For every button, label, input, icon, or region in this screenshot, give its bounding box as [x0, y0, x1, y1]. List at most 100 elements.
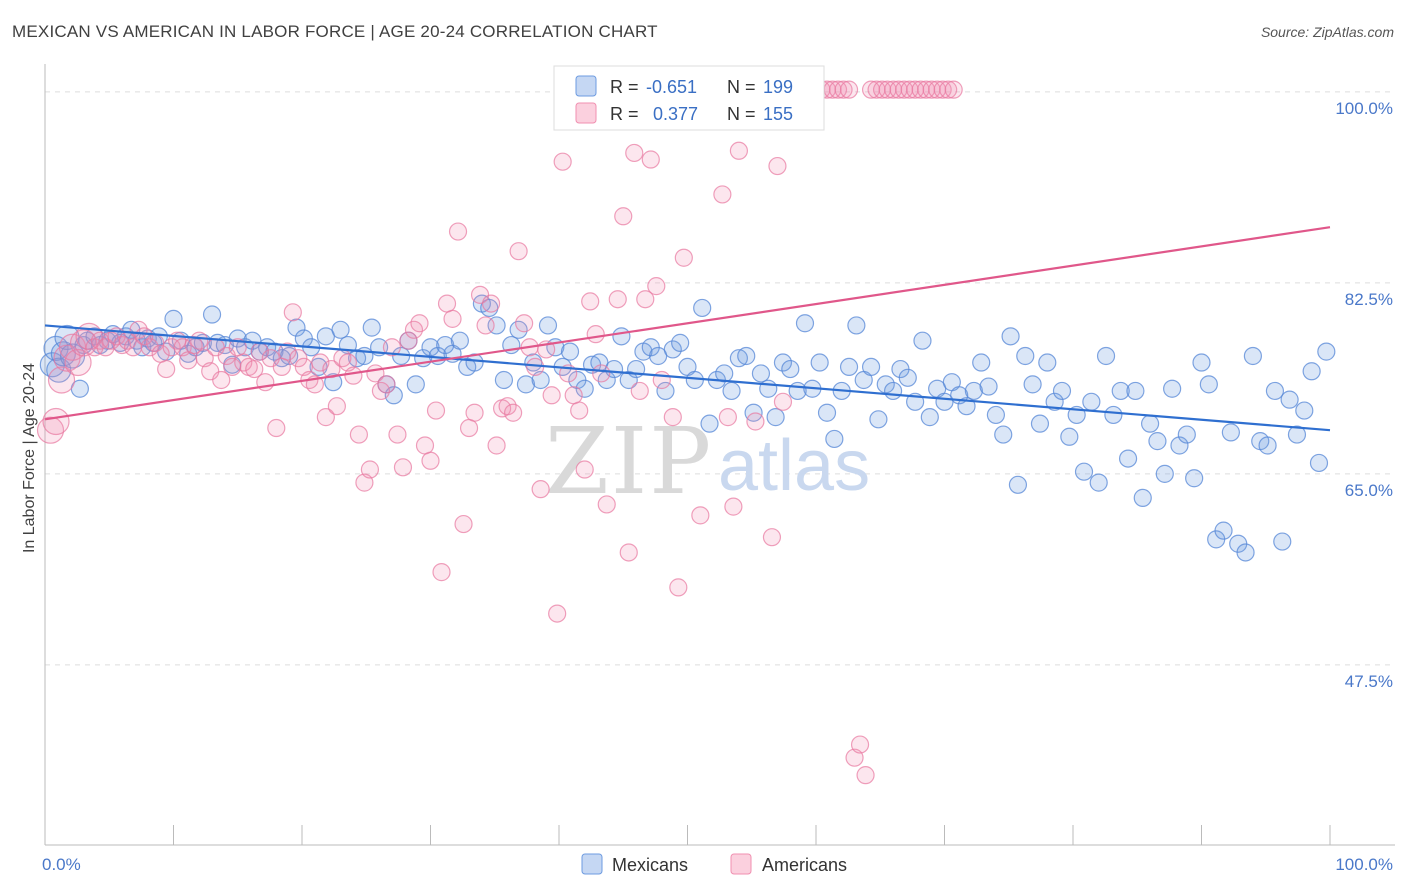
- americans-point: [570, 401, 589, 420]
- x-tick-label: 0.0%: [42, 855, 81, 874]
- americans-point: [729, 141, 749, 160]
- americans-point: [481, 294, 501, 313]
- americans-point: [267, 418, 286, 438]
- legend-swatch-americans: [575, 102, 597, 124]
- mexicans-point: [1170, 436, 1189, 455]
- mexicans-point: [972, 353, 991, 372]
- americans-point: [327, 397, 346, 416]
- americans-point: [504, 403, 523, 422]
- americans-point: [454, 514, 473, 534]
- mexicans-point: [1001, 327, 1020, 346]
- americans-point: [212, 370, 231, 390]
- americans-point: [245, 359, 264, 379]
- americans-point: [448, 222, 468, 241]
- data-points: [36, 80, 1336, 785]
- mexicans-point: [913, 331, 932, 350]
- legend-r-value-2: 0.377: [653, 104, 698, 124]
- americans-point: [421, 451, 440, 470]
- americans-point: [718, 408, 737, 427]
- legend-box: [553, 65, 825, 131]
- mexicans-point: [1163, 379, 1182, 398]
- mexicans-point: [1082, 392, 1101, 411]
- americans-point: [669, 578, 688, 597]
- bottom-legend-mexicans: Mexicans: [612, 855, 688, 875]
- mexicans-point: [516, 375, 536, 394]
- americans-point: [834, 80, 853, 99]
- americans-point: [619, 543, 638, 562]
- americans-point: [272, 357, 291, 377]
- mexicans-point: [1273, 532, 1292, 551]
- mexicans-point: [825, 429, 844, 449]
- americans-point: [426, 401, 446, 420]
- americans-point: [437, 294, 457, 313]
- mexicans-point: [1111, 381, 1130, 401]
- mexicans-point: [1045, 392, 1064, 411]
- americans-point: [157, 359, 176, 379]
- americans-point: [592, 364, 611, 383]
- mexicans-point: [560, 342, 580, 361]
- americans-point: [564, 386, 583, 405]
- mexicans-point: [876, 375, 895, 394]
- americans-point: [762, 528, 782, 547]
- americans-point: [179, 351, 198, 370]
- axes: [44, 64, 1395, 846]
- americans-point: [652, 370, 671, 390]
- americans-point: [377, 375, 396, 394]
- mexicans-point: [450, 331, 469, 350]
- americans-point: [542, 386, 561, 405]
- mexicans-point: [1185, 469, 1204, 488]
- americans-point: [839, 80, 859, 99]
- mexicans-point: [1309, 453, 1329, 473]
- americans-point: [278, 342, 297, 361]
- mexicans-point: [1052, 381, 1072, 401]
- mexicans-point: [1214, 521, 1233, 540]
- americans-point: [443, 309, 462, 328]
- mexicans-point: [1243, 346, 1263, 366]
- mexicans-point: [847, 316, 866, 335]
- americans-point: [548, 604, 567, 623]
- americans-point: [476, 316, 495, 335]
- x-tick-labels: 0.0% 100.0%: [42, 855, 1393, 874]
- americans-point: [944, 80, 963, 99]
- americans-point: [415, 436, 435, 455]
- mexicans-point: [1192, 353, 1211, 372]
- americans-point: [459, 418, 479, 438]
- mexicans-point: [202, 305, 222, 324]
- mexicans-point: [619, 370, 638, 390]
- americans-point: [674, 248, 693, 267]
- mexicans-point: [1089, 473, 1108, 492]
- americans-point: [283, 303, 302, 322]
- americans-point: [316, 408, 335, 427]
- y-tick-label: 65.0%: [1345, 481, 1393, 500]
- americans-point: [487, 436, 506, 455]
- mexicans-point: [347, 349, 367, 368]
- mexicans-point: [671, 333, 690, 352]
- legend-n-label-1: N =: [727, 77, 756, 97]
- mexicans-point: [883, 381, 903, 401]
- legend-r-label-1: R =: [610, 77, 639, 97]
- mexicans-point: [839, 357, 859, 377]
- americans-point: [360, 460, 380, 479]
- americans-point: [553, 152, 572, 171]
- mexicans-point: [737, 346, 756, 366]
- watermark-atlas: atlas: [718, 426, 870, 506]
- mexicans-point: [1148, 432, 1167, 451]
- mexicans-point: [1104, 405, 1123, 425]
- mexicans-point: [810, 353, 829, 372]
- mexicans-point: [795, 314, 815, 333]
- americans-point: [47, 366, 76, 394]
- mexicans-point: [898, 368, 917, 387]
- mexicans-point: [781, 359, 800, 379]
- americans-point: [746, 412, 765, 431]
- mexicans-point: [1008, 475, 1028, 494]
- mexicans-point: [1030, 414, 1050, 433]
- mexicans-point: [773, 353, 793, 372]
- y-tick-label: 82.5%: [1345, 290, 1393, 309]
- americans-point: [190, 331, 209, 350]
- mexicans-point: [1155, 464, 1174, 483]
- chart-title: MEXICAN VS AMERICAN IN LABOR FORCE | AGE…: [12, 22, 658, 41]
- mexicans-point: [1016, 346, 1035, 366]
- mexicans-point: [1118, 449, 1138, 468]
- mexicans-point: [1295, 401, 1314, 420]
- mexicans-point: [612, 327, 631, 346]
